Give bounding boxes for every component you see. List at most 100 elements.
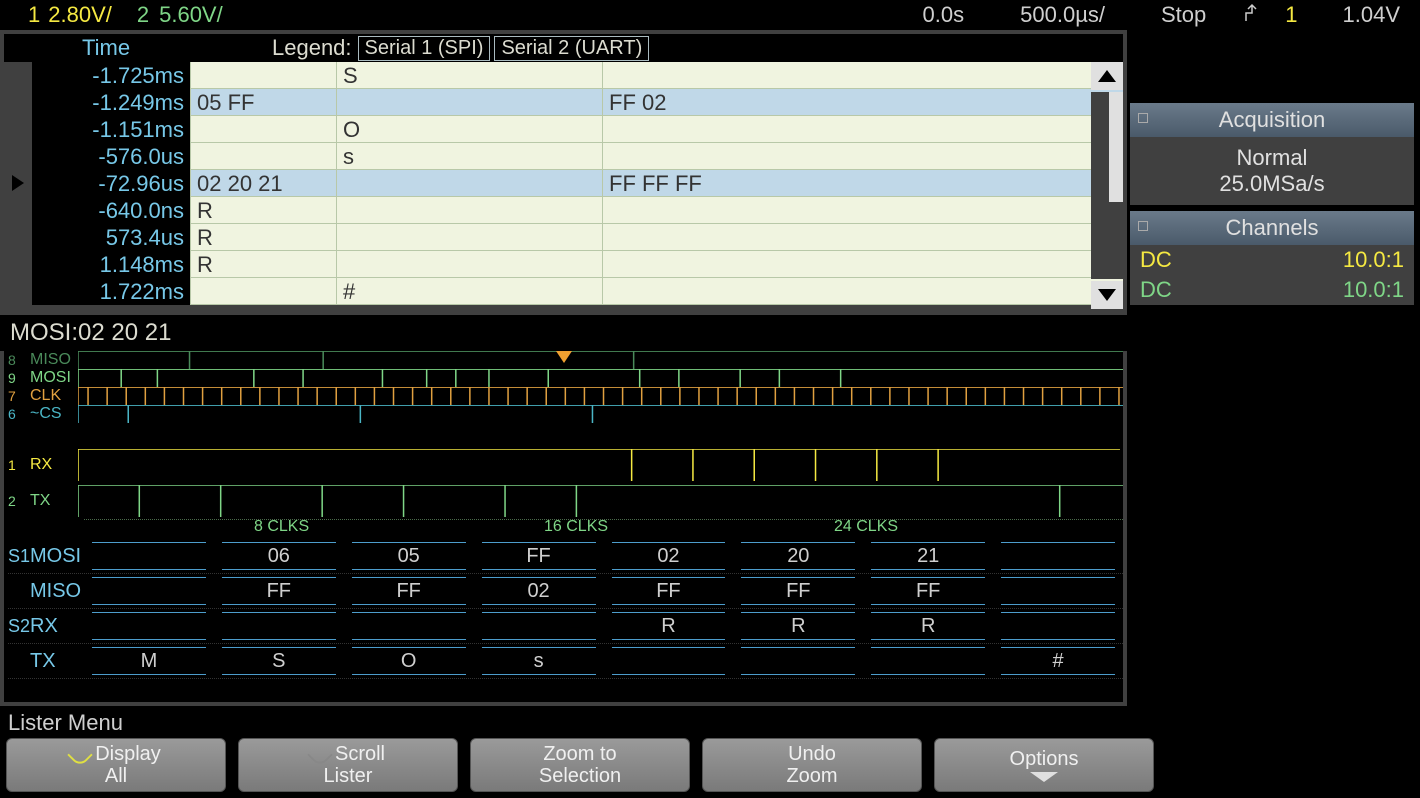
decode-value: FF bbox=[214, 577, 344, 605]
row-arrow bbox=[4, 116, 32, 143]
ch2-number: 2 bbox=[137, 2, 149, 28]
table-row[interactable]: -1.151ms O bbox=[4, 116, 1123, 143]
decode-value: R bbox=[604, 612, 734, 640]
acq-mode: Normal bbox=[1136, 145, 1408, 171]
ch-coupling: DC bbox=[1140, 277, 1172, 303]
legend-label: Legend: bbox=[272, 35, 352, 61]
decode-row: S2RXRRR bbox=[8, 609, 1123, 644]
ch-coupling: DC bbox=[1140, 247, 1172, 273]
time-cell: -1.725ms bbox=[32, 62, 190, 89]
data-cell: O bbox=[336, 116, 602, 143]
waveform-area[interactable]: 8MISO9MOSI7CLK6~CS 1RX2TX 8 CLKS16 CLKS2… bbox=[0, 351, 1127, 706]
run-state: Stop bbox=[1161, 2, 1206, 28]
clk-tick-label: 16 CLKS bbox=[544, 518, 608, 536]
row-arrow bbox=[4, 89, 32, 116]
table-row[interactable]: 1.148msR bbox=[4, 251, 1123, 278]
table-row[interactable]: 1.722ms # bbox=[4, 278, 1123, 305]
time-cell: -640.0ns bbox=[32, 197, 190, 224]
softkey-options[interactable]: Options bbox=[934, 738, 1154, 792]
decode-value bbox=[344, 612, 474, 640]
table-row[interactable]: -576.0uss bbox=[4, 143, 1123, 170]
data-cell bbox=[602, 62, 1123, 89]
row-arrow bbox=[4, 224, 32, 251]
decode-value: FF bbox=[604, 577, 734, 605]
acquisition-title: Acquisition bbox=[1130, 103, 1414, 137]
scroll-down-icon[interactable] bbox=[1091, 281, 1123, 309]
decode-value bbox=[84, 542, 214, 570]
trigger-time-marker bbox=[556, 351, 572, 363]
decode-value bbox=[604, 647, 734, 675]
data-cell bbox=[602, 224, 1123, 251]
decode-value: FF bbox=[863, 577, 993, 605]
table-row[interactable]: -72.96us02 20 21FF FF FF bbox=[4, 170, 1123, 197]
time-cell: 1.722ms bbox=[32, 278, 190, 305]
row-arrow bbox=[4, 62, 32, 89]
mosi-decode-info: MOSI:02 20 21 bbox=[0, 315, 1127, 351]
table-row[interactable]: -640.0nsR bbox=[4, 197, 1123, 224]
serial1-box[interactable]: Serial 1 (SPI) bbox=[358, 36, 491, 61]
softkey-scroll[interactable]: ScrollLister bbox=[238, 738, 458, 792]
decode-value bbox=[993, 612, 1123, 640]
table-row[interactable]: -1.249ms05 FFFF 02 bbox=[4, 89, 1123, 116]
softkey-undo[interactable]: UndoZoom bbox=[702, 738, 922, 792]
decode-value bbox=[863, 647, 993, 675]
ch1-number: 1 bbox=[28, 2, 40, 28]
decode-row: MISOFFFF02FFFFFF bbox=[8, 574, 1123, 609]
data-cell: FF FF FF bbox=[602, 170, 1123, 197]
data-cell bbox=[190, 62, 336, 89]
acq-rate: 25.0MSa/s bbox=[1136, 171, 1408, 197]
ch2-voltage: 5.60V/ bbox=[159, 2, 223, 28]
softkey-display[interactable]: DisplayAll bbox=[6, 738, 226, 792]
decode-value: 05 bbox=[344, 542, 474, 570]
data-cell bbox=[336, 197, 602, 224]
decode-value: M bbox=[84, 647, 214, 675]
decode-value: s bbox=[474, 647, 604, 675]
data-cell bbox=[602, 116, 1123, 143]
decode-value: S bbox=[214, 647, 344, 675]
data-cell bbox=[336, 251, 602, 278]
decode-value: 21 bbox=[863, 542, 993, 570]
time-cell: -576.0us bbox=[32, 143, 190, 170]
data-cell bbox=[336, 224, 602, 251]
data-cell bbox=[336, 170, 602, 197]
row-arrow bbox=[4, 251, 32, 278]
clk-tick-label: 8 CLKS bbox=[254, 518, 309, 536]
time-position: 0.0s bbox=[923, 2, 965, 28]
data-cell: FF 02 bbox=[602, 89, 1123, 116]
lister-scrollbar[interactable] bbox=[1091, 62, 1123, 309]
decode-value bbox=[474, 612, 604, 640]
table-row[interactable]: -1.725msS bbox=[4, 62, 1123, 89]
time-cell: 1.148ms bbox=[32, 251, 190, 278]
trigger-channel: 1 bbox=[1285, 2, 1297, 28]
decode-value bbox=[214, 612, 344, 640]
scroll-thumb[interactable] bbox=[1109, 92, 1123, 202]
scroll-up-icon[interactable] bbox=[1091, 62, 1123, 90]
data-cell bbox=[190, 143, 336, 170]
time-cell: -1.151ms bbox=[32, 116, 190, 143]
time-cell: -72.96us bbox=[32, 170, 190, 197]
channels-title: Channels bbox=[1130, 211, 1414, 245]
rotate-icon bbox=[67, 742, 92, 767]
data-cell: # bbox=[336, 278, 602, 305]
time-cell: -1.249ms bbox=[32, 89, 190, 116]
decode-value bbox=[993, 577, 1123, 605]
clk-tick-label: 24 CLKS bbox=[834, 518, 898, 536]
softkey-zoom-to[interactable]: Zoom toSelection bbox=[470, 738, 690, 792]
digital-signal-row: 9MOSI bbox=[8, 369, 1123, 387]
decode-value bbox=[993, 542, 1123, 570]
row-arrow bbox=[4, 278, 32, 305]
data-cell bbox=[602, 143, 1123, 170]
data-cell bbox=[602, 278, 1123, 305]
data-cell: R bbox=[190, 197, 336, 224]
time-cell: 573.4us bbox=[32, 224, 190, 251]
decode-value: 02 bbox=[474, 577, 604, 605]
decode-value bbox=[84, 577, 214, 605]
row-arrow bbox=[4, 143, 32, 170]
ch-probe: 10.0:1 bbox=[1343, 277, 1404, 303]
data-cell bbox=[190, 278, 336, 305]
acquisition-panel: Acquisition Normal 25.0MSa/s bbox=[1130, 103, 1414, 205]
table-row[interactable]: 573.4usR bbox=[4, 224, 1123, 251]
row-arrow bbox=[4, 197, 32, 224]
serial2-box[interactable]: Serial 2 (UART) bbox=[494, 36, 649, 61]
decode-value: R bbox=[733, 612, 863, 640]
